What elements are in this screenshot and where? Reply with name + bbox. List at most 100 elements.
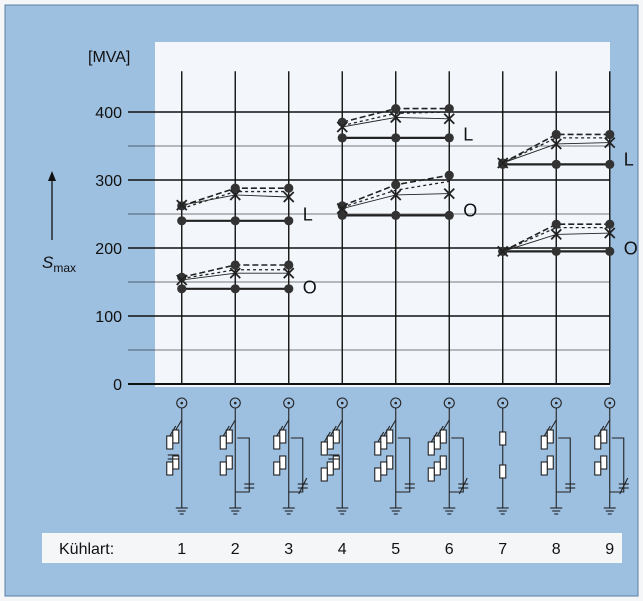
dashed-upper-point (551, 129, 561, 140)
cooling-type-number: 8 (552, 541, 561, 558)
grid (128, 71, 611, 385)
resistor-symbol (332, 429, 340, 444)
resistor-symbol (600, 429, 608, 444)
resistor-symbol (320, 441, 328, 456)
dashed-lower-line (502, 137, 610, 164)
cooling-type-number: 5 (391, 541, 400, 558)
cross-marker (336, 202, 348, 215)
bypass-line (449, 437, 464, 493)
y-tick-label: 200 (95, 241, 122, 258)
pump-symbol-dot (447, 401, 451, 405)
series-label-o: O (624, 238, 638, 258)
pump-symbol-dot (287, 401, 291, 405)
resistor-symbol (546, 429, 554, 444)
y-axis-arrow-head (48, 171, 56, 181)
dashed-lower-line (342, 180, 450, 208)
resistor-symbol (546, 455, 554, 470)
solid-point (605, 159, 615, 169)
branch-line (543, 425, 551, 437)
cross-marker (176, 199, 188, 211)
cooling-type-number: 3 (284, 541, 293, 558)
cross-marker (283, 191, 295, 203)
resistor-symbol (166, 461, 174, 476)
y-axis-subscript: max (53, 261, 76, 275)
dashed-lower-line (181, 269, 289, 280)
cooling-circuit-8 (540, 397, 576, 515)
cross-marker (550, 228, 562, 241)
cross-marker (176, 274, 188, 286)
solid-point (605, 246, 615, 256)
resistor-symbol (540, 435, 548, 450)
dashed-upper-point (391, 180, 401, 190)
branch-line (222, 425, 230, 437)
cooling-type-numbers: 1 2 3 4 5 6 7 8 9 (177, 541, 614, 558)
cross-marker (390, 189, 402, 201)
cooling-circuit-diagrams (166, 397, 629, 515)
dashed-upper-line (502, 133, 610, 164)
resistor-symbol (279, 455, 287, 470)
y-tick-label: 300 (95, 173, 122, 190)
solid-point (177, 216, 187, 226)
cross-marker (283, 267, 295, 279)
dashed-upper-point (177, 272, 187, 282)
solid-point (444, 133, 454, 143)
adjust-arrow (619, 477, 629, 495)
resistor-symbol (600, 455, 608, 470)
resistor-symbol (172, 429, 180, 444)
resistor-symbol (279, 429, 287, 444)
branch-line (335, 419, 343, 431)
branch-line (377, 431, 385, 443)
cross-marker (497, 245, 509, 258)
branch-line (442, 419, 450, 431)
dashed-upper-point (284, 183, 294, 193)
branch-line (323, 431, 331, 443)
y-axis-symbol: S (42, 253, 54, 272)
series-group-l: L (336, 104, 473, 144)
series-group-o: O (336, 170, 477, 220)
resistor-symbol (332, 455, 340, 470)
pump-symbol-dot (233, 401, 237, 405)
resistor-symbol (499, 464, 507, 479)
bypass-line (288, 437, 304, 493)
cooling-circuit-5 (374, 397, 415, 515)
pump-symbol-dot (340, 401, 344, 405)
resistor-symbol (380, 435, 388, 450)
bypass-line (395, 437, 411, 493)
y-axis-title: Smax (42, 171, 76, 275)
dashed-upper-point (605, 219, 615, 229)
cooling-circuit-7 (496, 397, 509, 515)
bypass-line (556, 437, 571, 493)
branch-line (329, 425, 337, 437)
branch-line (282, 419, 290, 431)
resistor-symbol (439, 455, 447, 470)
resistor-symbol (172, 455, 180, 470)
cross-marker (604, 227, 616, 239)
solid-point (337, 210, 347, 220)
resistor-symbol (273, 461, 281, 476)
resistor-symbol (326, 435, 334, 450)
solid-point (230, 284, 240, 294)
series-label-l: L (303, 205, 313, 225)
branch-line (228, 419, 236, 431)
svg-text:Smax: Smax (42, 253, 76, 275)
dashed-upper-point (391, 104, 401, 114)
bypass-line (609, 437, 625, 493)
series-label-l: L (624, 149, 634, 169)
y-tick-label: 0 (113, 377, 122, 394)
cross-marker (604, 136, 616, 149)
resistor-symbol (433, 461, 441, 476)
resistor-symbol (427, 467, 435, 482)
cooling-type-number: 1 (177, 541, 186, 558)
branch-line (436, 425, 444, 437)
solid-point (391, 210, 401, 220)
resistor-symbol (594, 461, 602, 476)
solid-point (551, 159, 561, 169)
pump-symbol-dot (608, 401, 612, 405)
cross-marker (443, 113, 455, 125)
pump-symbol-dot (554, 401, 558, 405)
resistor-symbol (540, 461, 548, 476)
resistor-symbol (386, 429, 394, 444)
branch-line (276, 425, 284, 437)
resistor-symbol (225, 429, 233, 444)
